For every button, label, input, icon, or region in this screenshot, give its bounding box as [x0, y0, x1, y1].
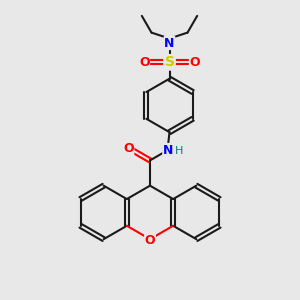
Text: O: O — [190, 56, 200, 69]
Text: H: H — [175, 146, 184, 157]
Text: O: O — [123, 142, 134, 155]
Text: N: N — [164, 37, 175, 50]
Text: O: O — [139, 56, 150, 69]
Text: O: O — [145, 234, 155, 247]
Text: S: S — [164, 55, 175, 69]
Text: N: N — [163, 143, 173, 157]
